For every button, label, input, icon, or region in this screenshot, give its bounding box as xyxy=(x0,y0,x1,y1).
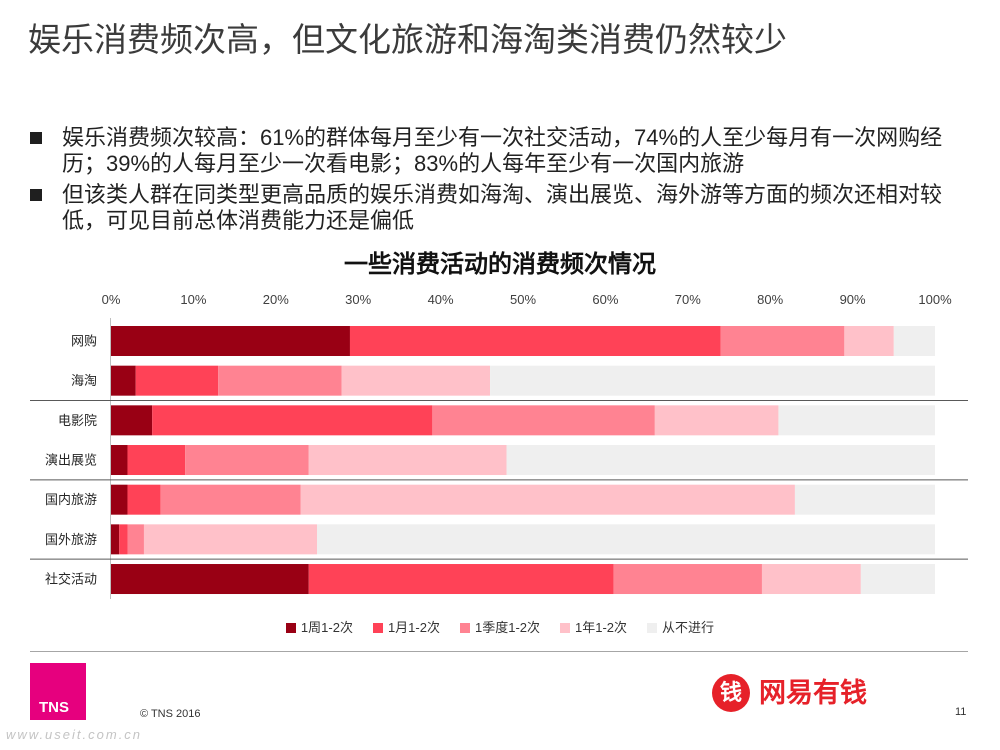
bar-segment xyxy=(300,484,795,515)
bar-segment xyxy=(308,445,507,476)
tns-logo: TNS xyxy=(30,663,86,720)
bar-segment xyxy=(111,484,128,515)
bar-segment xyxy=(761,564,861,595)
page-title: 娱乐消费频次高，但文化旅游和海淘类消费仍然较少 xyxy=(28,21,787,58)
bar-segment xyxy=(341,365,491,396)
bar-segment xyxy=(119,524,128,555)
category-label: 国外旅游 xyxy=(45,532,97,547)
x-tick-label: 10% xyxy=(180,292,206,307)
watermark: www.useit.com.cn xyxy=(6,727,143,742)
category-label: 海淘 xyxy=(71,373,97,388)
chart-legend: 1周1-2次 1月1-2次 1季度1-2次 1年1-2次 从不进行 xyxy=(0,620,1000,636)
bullet-item: 但该类人群在同类型更高品质的娱乐消费如海淘、演出展览、海外游等方面的频次还相对较… xyxy=(30,182,970,234)
chart-title: 一些消费活动的消费频次情况 xyxy=(344,251,656,278)
legend-label: 1月1-2次 xyxy=(387,620,440,635)
bar-segment xyxy=(160,484,301,515)
legend-swatch xyxy=(647,623,658,633)
bullet-text-line: 低，可见目前总体消费能力还是偏低 xyxy=(62,208,415,233)
bar-segment xyxy=(111,564,309,595)
brand-logo-text: 网易有钱 xyxy=(759,678,867,708)
category-label: 国内旅游 xyxy=(45,492,97,507)
x-tick-label: 100% xyxy=(918,292,952,307)
bar-segment xyxy=(432,405,655,436)
legend-swatch xyxy=(560,623,571,633)
legend-swatch xyxy=(372,623,383,633)
bar-segment xyxy=(506,445,935,476)
x-tick-label: 40% xyxy=(428,292,454,307)
bar-segment xyxy=(893,326,935,356)
bar-segment xyxy=(490,365,935,396)
legend-label: 1季度1-2次 xyxy=(474,620,541,635)
x-tick-label: 60% xyxy=(592,292,618,307)
category-label: 网购 xyxy=(71,334,97,349)
x-tick-label: 70% xyxy=(675,292,701,307)
bullet-text-line: 历；39%的人每月至少一次看电影；83%的人每年至少有一次国内旅游 xyxy=(62,151,745,176)
bar-segment xyxy=(111,365,136,396)
legend-label: 1年1-2次 xyxy=(575,620,628,635)
category-label: 电影院 xyxy=(58,413,97,428)
bar-segment xyxy=(317,524,935,555)
bar-segment xyxy=(143,524,317,555)
copyright-text: © TNS 2016 xyxy=(140,708,201,720)
bar-segment xyxy=(654,405,779,436)
bar-segment xyxy=(152,405,433,436)
tns-logo-text: TNS xyxy=(39,699,69,716)
bar-segment xyxy=(111,405,153,436)
bar-segment xyxy=(613,564,762,595)
bar-segment xyxy=(185,445,309,476)
bullet-item: 娱乐消费频次较高：61%的群体每月至少有一次社交活动，74%的人至少每月有一次网… xyxy=(30,125,970,177)
bar-segment xyxy=(111,524,120,555)
bullet-text-line: 但该类人群在同类型更高品质的娱乐消费如海淘、演出展览、海外游等方面的频次还相对较 xyxy=(62,182,943,207)
legend-swatch xyxy=(285,623,296,633)
stacked-bar-chart: 0% 10% 20% 30% 40% 50% 60% 70% 80% 90% 100% 网购海淘电影院… xyxy=(30,292,968,599)
bar-segment xyxy=(778,405,935,436)
x-tick-label: 0% xyxy=(102,292,121,307)
bullet-text-line: 娱乐消费频次较高：61%的群体每月至少有一次社交活动，74%的人至少每月有一次网… xyxy=(62,125,943,150)
bullet-marker xyxy=(30,189,42,201)
category-label: 社交活动 xyxy=(45,572,97,587)
bar-segment xyxy=(308,564,614,595)
x-tick-label: 30% xyxy=(345,292,371,307)
category-label: 演出展览 xyxy=(45,453,97,468)
bar-segment xyxy=(720,326,845,356)
x-tick-label: 50% xyxy=(510,292,536,307)
footer-divider xyxy=(30,651,968,652)
legend-item: 1季度1-2次 xyxy=(459,620,541,636)
brand-logo-icon: 钱 xyxy=(712,674,750,712)
legend-swatch xyxy=(459,623,470,633)
bar-segment xyxy=(127,484,161,515)
bar-segment xyxy=(860,564,935,595)
bar-segment xyxy=(349,326,721,356)
bar-segment xyxy=(794,484,935,515)
page-number: 11 xyxy=(955,706,967,718)
legend-label: 1周1-2次 xyxy=(300,620,353,635)
legend-item: 1年1-2次 xyxy=(560,620,627,636)
bar-segment xyxy=(218,365,342,396)
legend-item: 从不进行 xyxy=(647,620,714,636)
bullet-marker xyxy=(30,132,42,144)
bar-segment xyxy=(111,445,128,476)
bar-segment xyxy=(111,326,350,356)
legend-item: 1月1-2次 xyxy=(372,620,440,636)
bar-segment xyxy=(844,326,894,356)
bar-segment xyxy=(127,445,186,476)
x-tick-label: 90% xyxy=(840,292,866,307)
bar-segment xyxy=(127,524,144,555)
legend-item: 1周1-2次 xyxy=(285,620,353,636)
x-tick-label: 80% xyxy=(757,292,783,307)
x-tick-label: 20% xyxy=(263,292,289,307)
bar-segment xyxy=(135,365,219,396)
legend-label: 从不进行 xyxy=(662,620,715,635)
